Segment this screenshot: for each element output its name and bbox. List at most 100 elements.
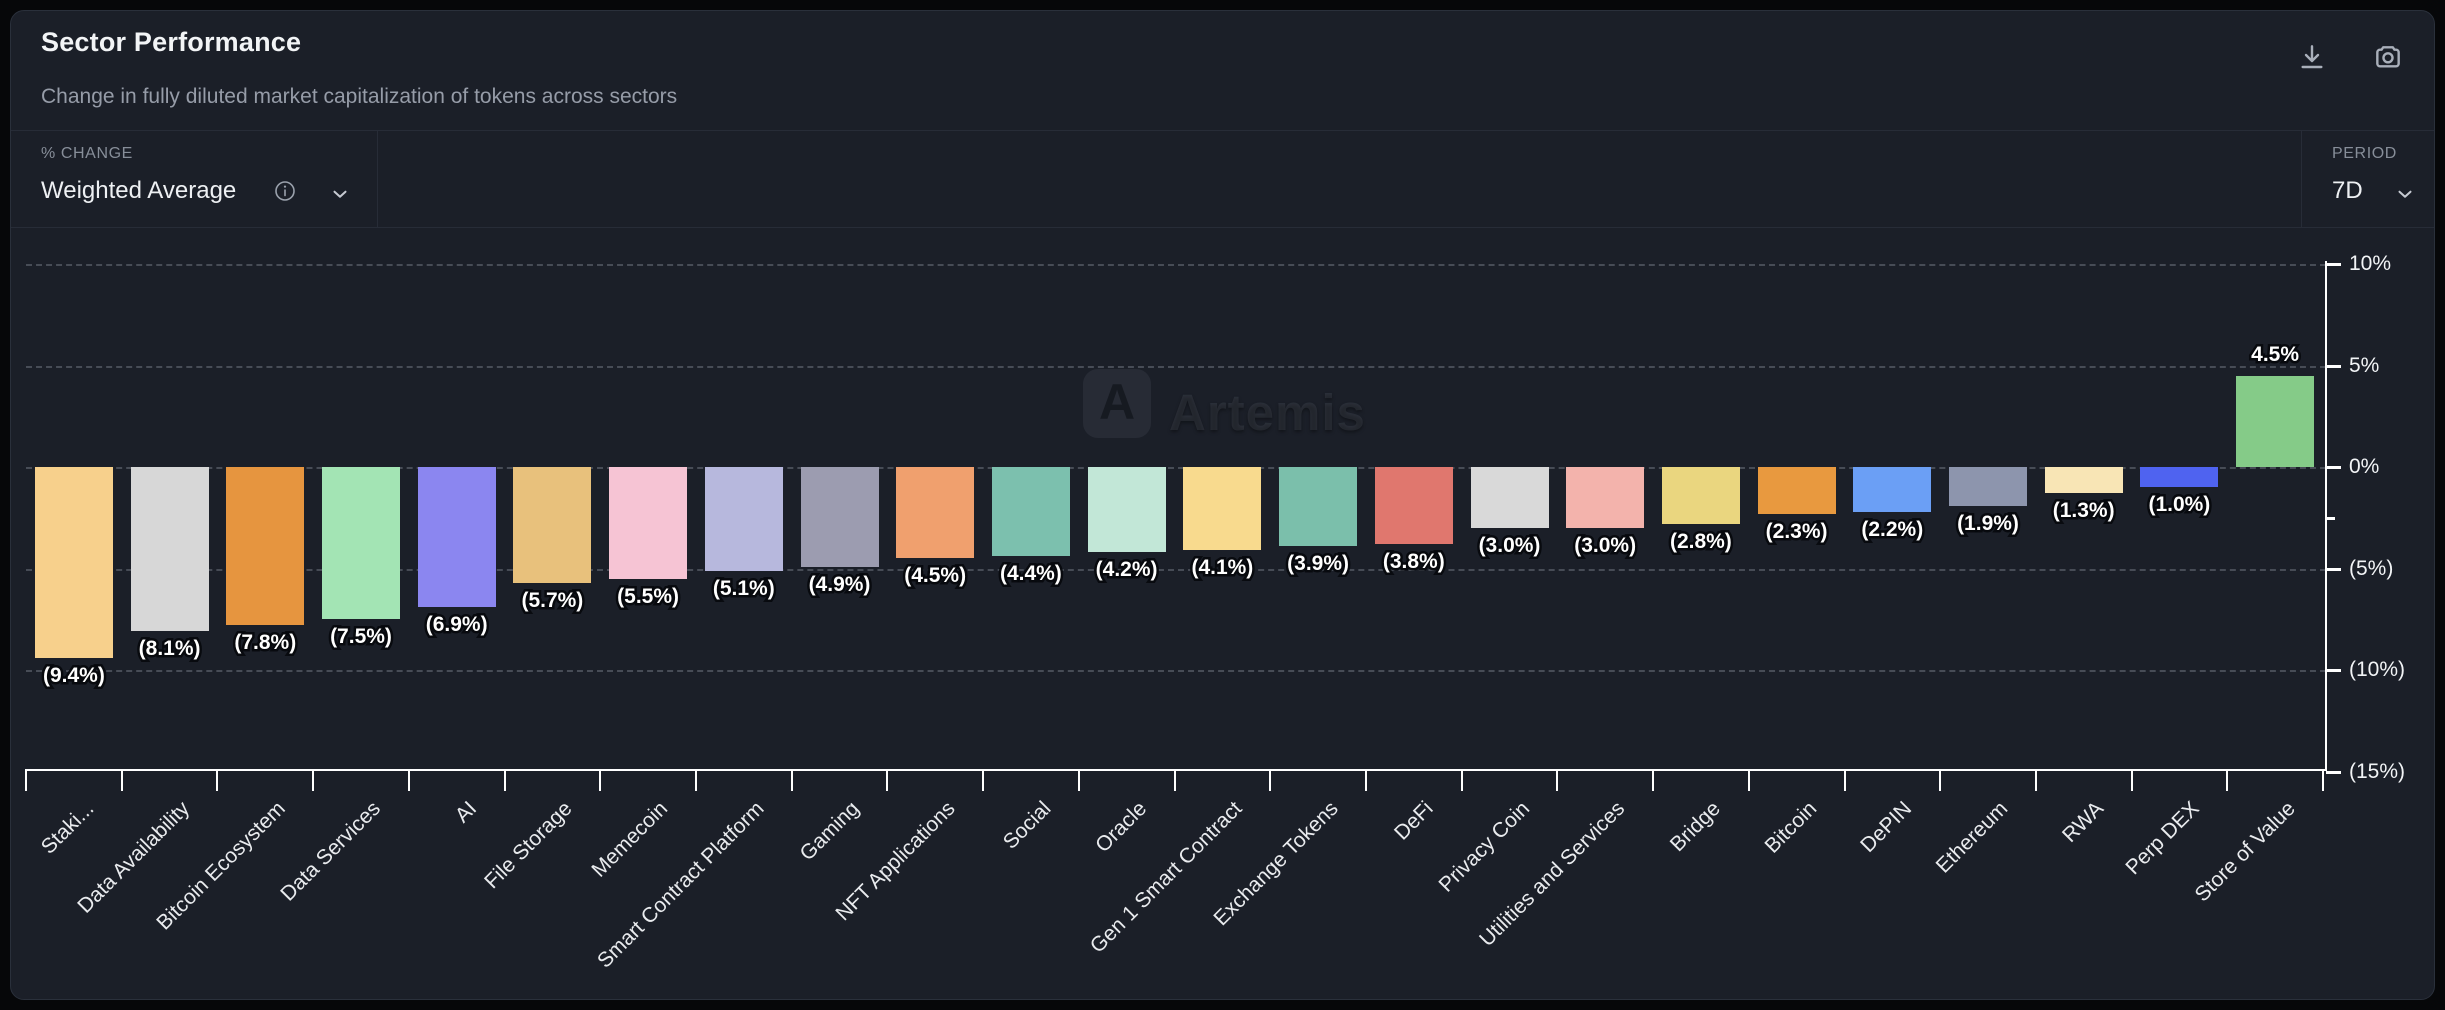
x-axis-category-label: Staki... xyxy=(36,797,99,859)
bar-gaming[interactable] xyxy=(800,467,879,567)
bar-rwa[interactable] xyxy=(2044,467,2123,494)
y-axis-label: (10%) xyxy=(2349,658,2406,681)
period-dropdown[interactable]: PERIOD 7D xyxy=(2301,131,2434,227)
x-axis-tick xyxy=(2034,771,2037,791)
bar-value-label: (4.1%) xyxy=(1189,554,1256,582)
bar-data-availability[interactable] xyxy=(130,467,209,632)
bar-value-label: 4.5% xyxy=(2249,340,2302,368)
x-axis-category-label: Oracle xyxy=(1090,797,1151,858)
bar-gen-1-smart-contract[interactable] xyxy=(1183,467,1262,551)
x-axis-tick xyxy=(216,771,219,791)
x-axis-tick xyxy=(407,771,410,791)
page-subtitle: Change in fully diluted market capitaliz… xyxy=(41,85,678,108)
download-button[interactable] xyxy=(2293,39,2331,77)
x-axis-tick xyxy=(1652,771,1654,791)
x-axis-category-label: Social xyxy=(998,797,1056,854)
bar-value-label: (4.9%) xyxy=(806,570,873,598)
metric-label: % CHANGE xyxy=(41,145,133,162)
bar-file-storage[interactable] xyxy=(513,467,592,583)
chevron-down-icon xyxy=(329,183,351,210)
bar-oracle[interactable] xyxy=(1087,467,1166,553)
y-axis-tick xyxy=(2326,770,2341,774)
bar-value-label: (4.2%) xyxy=(1093,556,1160,584)
bar-value-label: (3.0%) xyxy=(1476,531,1543,559)
y-axis-tick xyxy=(2326,567,2341,571)
page-title: Sector Performance xyxy=(41,27,302,57)
y-axis-label: 0% xyxy=(2349,455,2380,478)
x-axis-tick xyxy=(1939,771,1942,791)
x-axis-tick xyxy=(2322,771,2324,791)
bar-staki[interactable] xyxy=(34,467,113,658)
bar-data-services[interactable] xyxy=(322,467,400,620)
x-axis-tick xyxy=(1556,771,1559,791)
bar-perp-dex[interactable] xyxy=(2140,467,2219,488)
bar-social[interactable] xyxy=(991,467,1070,557)
bar-value-label: (3.0%) xyxy=(1572,531,1639,559)
bar-privacy-coin[interactable] xyxy=(1470,467,1549,528)
bar-bitcoin[interactable] xyxy=(1757,467,1836,514)
x-axis-tick xyxy=(503,771,506,791)
bar-value-label: (3.8%) xyxy=(1380,548,1447,576)
y-axis-minor-tick xyxy=(2326,516,2335,520)
bar-value-label: (4.4%) xyxy=(997,560,1064,588)
screenshot-button[interactable] xyxy=(2369,39,2407,77)
bar-memecoin[interactable] xyxy=(609,467,688,579)
bar-value-label: (2.2%) xyxy=(1859,515,1926,543)
metric-dropdown[interactable]: % CHANGE Weighted Average xyxy=(11,131,378,227)
bar-exchange-tokens[interactable] xyxy=(1279,467,1358,547)
bar-value-label: (1.0%) xyxy=(2146,491,2213,519)
x-axis-category-label: RWA xyxy=(2057,797,2108,848)
x-axis-tick xyxy=(2226,771,2229,791)
bar-defi[interactable] xyxy=(1374,467,1453,545)
y-axis-label: 10% xyxy=(2349,252,2392,275)
bar-value-label: (2.3%) xyxy=(1763,517,1830,545)
x-axis-tick xyxy=(886,771,889,791)
bar-utilities-and-services[interactable] xyxy=(1566,467,1645,528)
bar-value-label: (1.9%) xyxy=(1955,509,2022,537)
bar-bridge[interactable] xyxy=(1661,467,1740,524)
watermark-logo-letter: A xyxy=(1098,374,1136,430)
bar-value-label: (2.8%) xyxy=(1667,527,1734,555)
y-axis-label: 5% xyxy=(2349,353,2380,377)
x-axis-category-label: Perp DEX xyxy=(2121,797,2204,880)
bar-value-label: (8.1%) xyxy=(136,635,203,663)
metric-value: Weighted Average xyxy=(41,177,237,204)
bar-smart-contract-platform[interactable] xyxy=(704,467,783,571)
x-axis-tick xyxy=(1269,771,1272,791)
bar-nft-applications[interactable] xyxy=(896,467,975,559)
camera-icon xyxy=(2372,45,2404,76)
x-axis-category-label: AI xyxy=(450,797,481,828)
y-axis-line xyxy=(2325,261,2327,771)
bar-value-label: (5.1%) xyxy=(710,574,777,602)
x-axis-tick xyxy=(695,771,697,791)
bar-value-label: (6.9%) xyxy=(423,611,490,639)
bar-ethereum[interactable] xyxy=(1949,467,2027,506)
gridline--10pct xyxy=(26,670,2326,672)
x-axis-tick xyxy=(1173,771,1176,791)
info-icon[interactable] xyxy=(273,179,297,208)
x-axis-tick xyxy=(312,771,315,791)
bar-value-label: (7.5%) xyxy=(328,623,395,651)
x-axis-category-label: Gaming xyxy=(795,797,864,866)
bar-depin[interactable] xyxy=(1853,467,1932,512)
x-axis-category-label: Smart Contract Platform xyxy=(592,797,769,973)
x-axis-tick xyxy=(1747,771,1750,791)
x-axis-tick xyxy=(790,771,793,791)
x-axis-tick xyxy=(1843,771,1846,791)
bar-value-label: (3.9%) xyxy=(1285,550,1352,578)
y-axis-label: (15%) xyxy=(2349,759,2406,783)
artemis-watermark-text: Artemis xyxy=(1169,384,1366,441)
bar-store-of-value[interactable] xyxy=(2236,375,2315,467)
y-axis-tick xyxy=(2326,669,2341,672)
x-axis-category-label: Bridge xyxy=(1665,797,1726,857)
period-value: 7D xyxy=(2332,177,2363,204)
period-label: PERIOD xyxy=(2332,145,2397,162)
chart-controls-row: % CHANGE Weighted Average PERIOD 7D xyxy=(11,130,2434,228)
x-axis-category-label: Data Services xyxy=(276,797,386,906)
bar-ai[interactable] xyxy=(417,467,496,608)
bar-value-label: (5.5%) xyxy=(615,582,682,610)
x-axis-line xyxy=(25,769,2327,771)
bar-bitcoin-ecosystem[interactable] xyxy=(226,467,305,626)
x-axis-category-label: DeFi xyxy=(1390,797,1439,845)
bar-value-label: (4.5%) xyxy=(902,562,969,590)
